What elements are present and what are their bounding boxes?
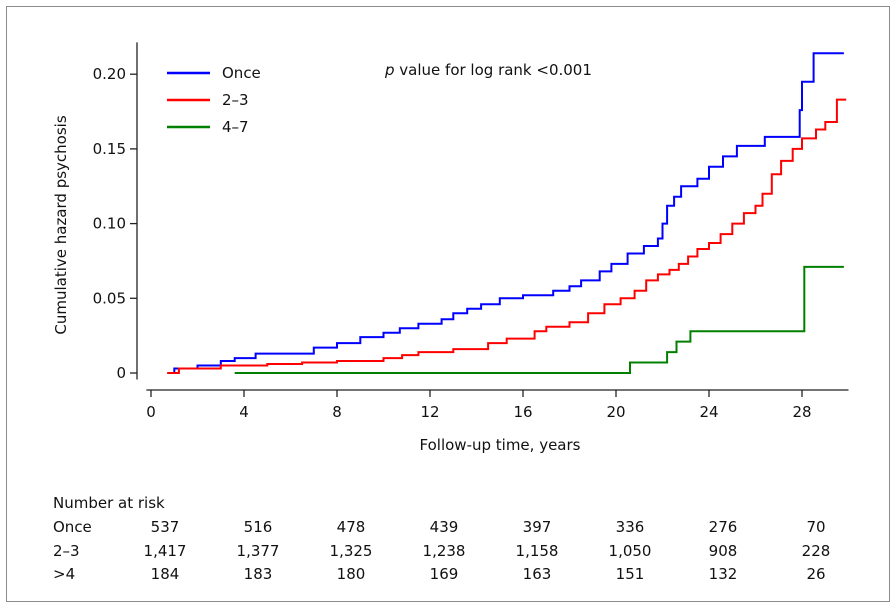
legend-label: Once <box>222 64 261 82</box>
x-tick-label: 28 <box>792 403 811 421</box>
series-line-1 <box>167 52 844 374</box>
x-tick-label: 20 <box>606 403 625 421</box>
legend-label: 4–7 <box>222 118 249 136</box>
legend: Once 2–3 4–7 <box>167 64 261 136</box>
y-tick-label: 0.10 <box>93 215 126 233</box>
log-rank-annotation: p value for log rank <0.001 <box>384 61 592 79</box>
x-tick-label: 0 <box>146 403 156 421</box>
y-tick-label: 0.05 <box>93 289 126 307</box>
legend-label: 2–3 <box>222 91 249 109</box>
y-tick-label: 0.15 <box>93 140 126 158</box>
x-axis-label: Follow-up time, years <box>420 436 581 454</box>
y-tick-label: 0 <box>116 364 126 382</box>
y-axis-label: Cumulative hazard psychosis <box>52 115 70 334</box>
x-tick-label: 24 <box>699 403 718 421</box>
series-line-3 <box>234 265 844 374</box>
axes: 0 0.05 0.10 0.15 0.20 0 4 8 12 16 20 24 28 <box>93 42 849 421</box>
x-tick-label: 12 <box>420 403 439 421</box>
x-tick-label: 8 <box>332 403 342 421</box>
x-tick-label: 16 <box>513 403 532 421</box>
series-lines <box>167 52 847 374</box>
y-tick-label: 0.20 <box>93 65 126 83</box>
figure-frame <box>6 6 890 602</box>
annotation-text: value for log rank <0.001 <box>395 61 592 79</box>
annotation-italic: p <box>384 61 395 79</box>
series-line-2 <box>167 98 847 374</box>
x-tick-label: 4 <box>239 403 249 421</box>
